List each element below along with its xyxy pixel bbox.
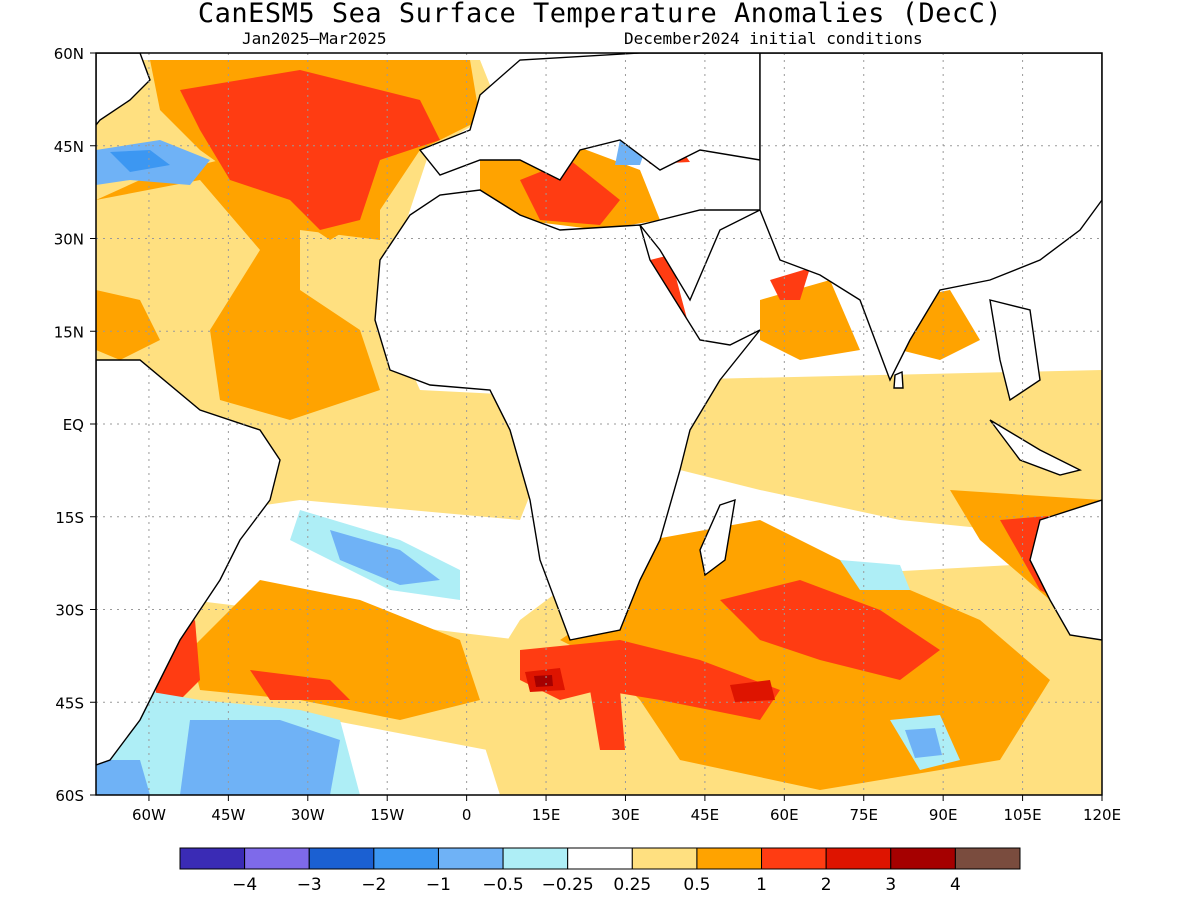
colorbar-label: 0.5 [683, 875, 710, 895]
colorbar-swatch [696, 847, 763, 870]
lat-tick-label: 45N [54, 138, 84, 156]
lon-tick-label: 30E [611, 806, 640, 824]
colorbar-label: 3 [885, 875, 896, 895]
lat-tick-label: 45S [55, 694, 84, 712]
lon-tick-label: 45W [211, 806, 245, 824]
lon-tick-label: 60E [770, 806, 799, 824]
colorbar-label: 1 [756, 875, 767, 895]
colorbar-swatch [825, 847, 892, 870]
colorbar-swatch [308, 847, 375, 870]
lon-tick-label: 0 [462, 806, 472, 824]
colorbar-swatch [890, 847, 956, 870]
lat-tick-label: 15S [55, 509, 84, 527]
colorbar-label: −1 [426, 875, 451, 895]
colorbar-swatch [567, 847, 633, 870]
lon-tick-label: 30W [291, 806, 325, 824]
longitude-axis: 60W 45W 30W 15W 0 15E 30E 45E 60E 75E 90E 105E 120E [132, 795, 1121, 824]
lon-tick-label: 120E [1083, 806, 1121, 824]
lon-tick-label: 15E [532, 806, 561, 824]
colorbar-label: −3 [297, 875, 322, 895]
map-title: CanESM5 Sea Surface Temperature Anomalie… [197, 0, 1003, 29]
lat-tick-label: EQ [63, 416, 84, 434]
lon-tick-label: 75E [849, 806, 878, 824]
colorbar-label: 0.25 [613, 875, 651, 895]
colorbar-label: 2 [821, 875, 832, 895]
lon-tick-label: 60W [132, 806, 166, 824]
colorbar-swatch [631, 847, 698, 870]
colorbar-label: −0.5 [482, 875, 523, 895]
forecast-period: Jan2025–Mar2025 [242, 29, 387, 48]
colorbar-swatch [761, 847, 827, 870]
lat-tick-label: 15N [54, 323, 84, 341]
lat-tick-label: 60N [54, 45, 84, 63]
colorbar-swatch [954, 847, 1021, 870]
lat-tick-label: 30S [55, 602, 84, 620]
lat-tick-label: 60S [55, 787, 84, 805]
latitude-axis: 60N 45N 30N 15N EQ 15S 30S 45S 60S [54, 45, 96, 805]
colorbar-label: −4 [232, 875, 257, 895]
lat-tick-label: 30N [54, 231, 84, 249]
lon-tick-label: 45E [691, 806, 720, 824]
land-masses [96, 53, 1102, 766]
colorbar-label: −2 [361, 875, 386, 895]
colorbar-label: −0.25 [542, 875, 594, 895]
colorbar: −4 −3 −2 −1 −0.5 −0.25 0.25 0.5 1 2 3 4 [179, 847, 1021, 895]
lon-tick-label: 15W [370, 806, 404, 824]
initial-conditions: December2024 initial conditions [624, 29, 923, 48]
colorbar-swatch [437, 847, 504, 870]
lon-tick-label: 90E [929, 806, 958, 824]
colorbar-swatch [244, 847, 310, 870]
colorbar-swatch [502, 847, 569, 870]
colorbar-swatch [373, 847, 439, 870]
colorbar-label: 4 [950, 875, 961, 895]
lon-tick-label: 105E [1004, 806, 1042, 824]
colorbar-swatch [179, 847, 246, 870]
